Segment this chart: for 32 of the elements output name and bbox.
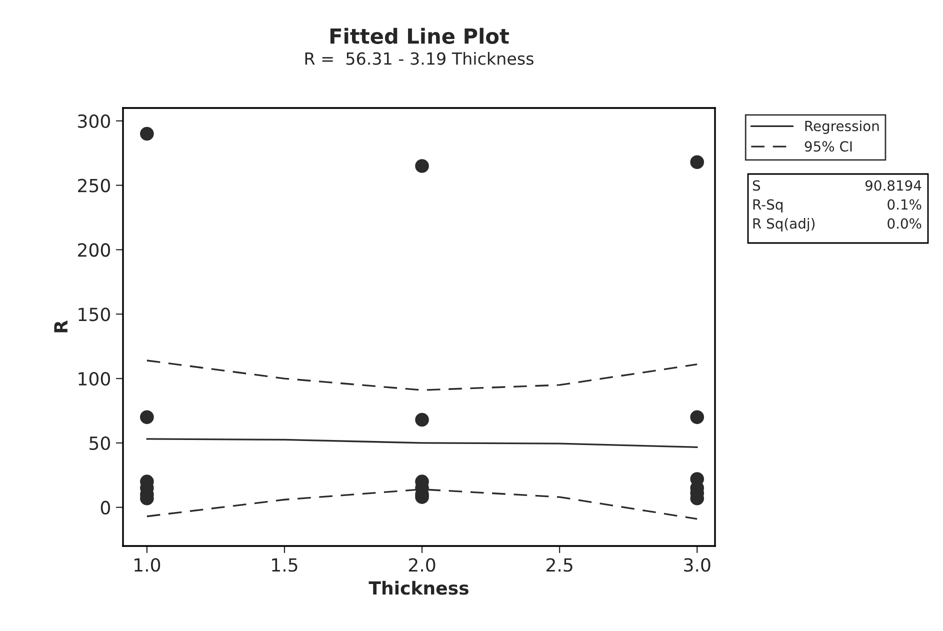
y-axis-title: R — [54, 320, 68, 332]
point — [415, 412, 429, 427]
point — [690, 410, 704, 424]
line-series — [146, 438, 698, 448]
x-tick-label: 2.0 — [408, 558, 436, 572]
text: 0.1% — [888, 199, 922, 210]
x-tick-label: 1.0 — [134, 558, 160, 572]
line-series — [146, 360, 698, 391]
text: R-Sq — [753, 199, 782, 212]
y-tick-label: 250 — [78, 178, 110, 192]
chart-title: Fitted Line Plot — [330, 28, 509, 44]
y-tick-label: 0 — [100, 500, 110, 514]
text: S — [752, 180, 760, 191]
x-tick-label: 1.5 — [272, 558, 298, 572]
text: 90.8194 — [865, 180, 922, 191]
x-tick-label: 3.0 — [684, 558, 710, 572]
y-tick-label: 100 — [78, 372, 110, 386]
x-tick-label: 2.5 — [546, 558, 572, 572]
x-axis-title: Thickness — [368, 580, 468, 595]
y-tick-label: 200 — [78, 243, 110, 257]
point — [690, 155, 704, 170]
y-tick-label: 50 — [90, 436, 110, 450]
legend-label: 95% CI — [804, 141, 852, 152]
text: 0.0% — [888, 218, 922, 229]
y-tick-label: 300 — [78, 114, 110, 128]
point — [415, 159, 429, 173]
legend-label: Regression — [805, 120, 879, 134]
chart-subtitle: R = 56.31 - 3.19 Thickness — [305, 52, 534, 65]
point — [140, 410, 154, 424]
text: R Sq(adj) — [753, 218, 815, 232]
y-tick-label: 150 — [78, 308, 110, 322]
point — [140, 126, 154, 141]
